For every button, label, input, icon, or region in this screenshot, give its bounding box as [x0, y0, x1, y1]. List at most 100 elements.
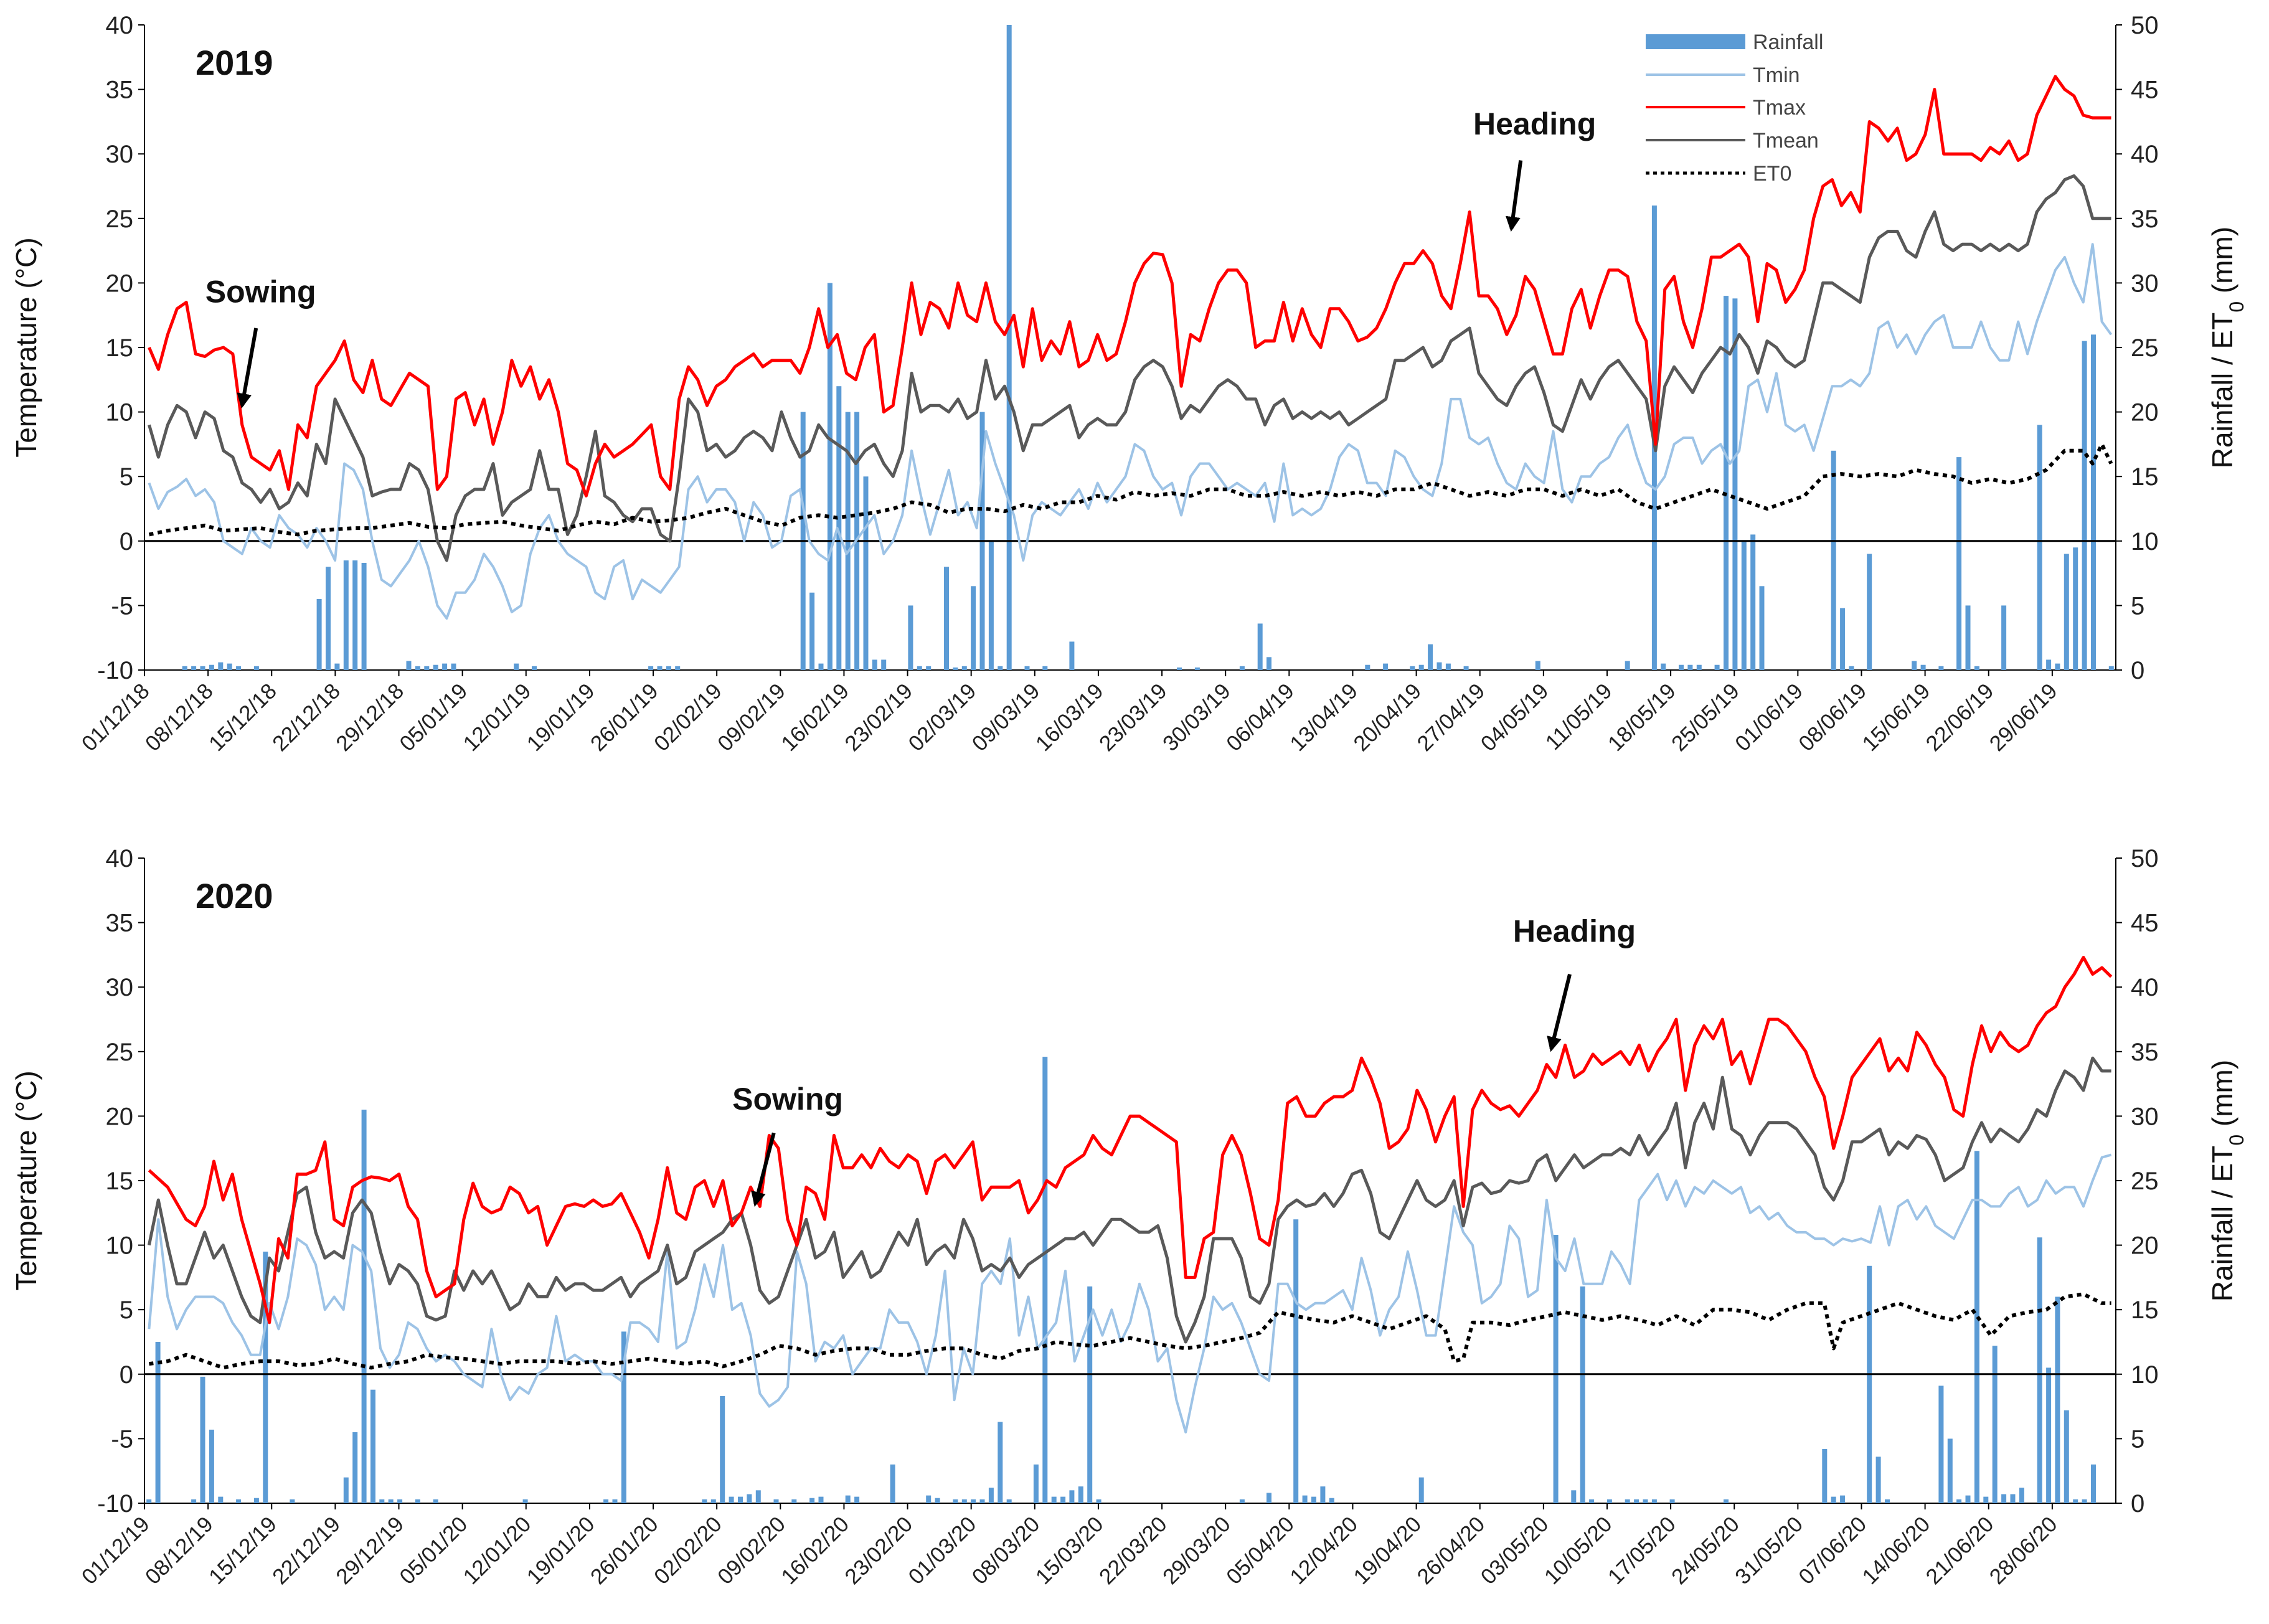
rainfall-bar	[935, 1498, 940, 1503]
rainfall-bar	[818, 1496, 824, 1503]
rainfall-bar	[1365, 664, 1370, 670]
rainfall-bar	[1302, 1495, 1308, 1503]
y-right-tick-label: 40	[2131, 141, 2159, 168]
rainfall-bar	[1732, 298, 1738, 670]
rainfall-bar	[1051, 1496, 1057, 1503]
rainfall-bar	[1956, 1499, 1962, 1503]
legend-tmax-label: Tmax	[1753, 96, 1806, 120]
rainfall-bar	[1024, 666, 1030, 670]
rainfall-bar	[988, 1488, 994, 1503]
y-right-tick-label: 0	[2131, 657, 2144, 684]
rainfall-bar	[971, 1499, 976, 1503]
rainfall-bar	[1571, 1490, 1577, 1503]
y-left-tick-label: 25	[106, 205, 134, 233]
rainfall-bar	[1938, 1386, 1944, 1503]
rainfall-bar	[809, 1498, 815, 1503]
x-tick-label: 22/12/19	[268, 1512, 345, 1589]
rainfall-bar	[1840, 1495, 1846, 1503]
x-tick-label: 07/06/20	[1794, 1512, 1871, 1589]
y-right-tick-label: 35	[2131, 1039, 2159, 1066]
x-tick-label: 09/03/19	[968, 679, 1045, 756]
rainfall-bar	[442, 663, 448, 670]
x-tick-label: 22/12/18	[268, 679, 345, 756]
rainfall-bar	[2055, 1296, 2060, 1503]
rainfall-bar	[1974, 1151, 1979, 1503]
rainfall-bar	[603, 1499, 609, 1503]
rainfall-bar	[1867, 1265, 1872, 1503]
rainfall-bar	[343, 1477, 349, 1503]
y-left-tick-label: -10	[97, 1490, 133, 1518]
rainfall-bar	[1661, 663, 1666, 670]
y-left-tick-label: 15	[106, 334, 134, 362]
x-tick-label: 11/05/19	[1541, 679, 1617, 755]
x-tick-label: 09/02/20	[713, 1512, 790, 1589]
rainfall-bar	[1920, 664, 1926, 670]
rainfall-bar	[773, 1499, 779, 1503]
rainfall-bar	[253, 666, 259, 670]
rainfall-bar	[370, 1389, 375, 1503]
rainfall-bar	[2091, 334, 2096, 670]
rainfall-bar	[1912, 661, 1917, 670]
rainfall-bar	[415, 666, 420, 670]
rainfall-bar	[397, 1499, 403, 1503]
et0-line	[148, 442, 2113, 537]
rainfall-bar	[1535, 661, 1540, 670]
rainfall-bar	[361, 1110, 367, 1503]
rainfall-bar	[1831, 1496, 1836, 1503]
rainfall-bar	[1042, 1057, 1048, 1503]
et0-line	[149, 1292, 2111, 1370]
rainfall-bar	[926, 666, 932, 670]
rainfall-bar	[908, 605, 913, 670]
rainfall-bar	[1006, 25, 1012, 670]
rainfall-bar	[1956, 457, 1962, 670]
rainfall-bar	[2073, 547, 2078, 670]
x-tick-label: 04/05/19	[1476, 679, 1554, 756]
y-right-tick-label: 15	[2131, 1296, 2159, 1324]
rainfall-bar	[1651, 1499, 1657, 1503]
rainfall-bar	[146, 1499, 152, 1503]
y-left-tick-label: 15	[106, 1168, 134, 1195]
tmin-line	[148, 1153, 2112, 1433]
x-tick-label: 14/06/20	[1857, 1512, 1935, 1589]
x-tick-label: 12/01/19	[459, 679, 536, 756]
rainfall-bar	[953, 667, 958, 670]
rainfall-bar	[352, 1432, 358, 1503]
y-left-tick-label: 30	[106, 974, 134, 1001]
x-tick-label: 05/04/20	[1222, 1512, 1299, 1589]
x-tick-label: 17/05/20	[1603, 1512, 1681, 1589]
panel-2: 4035302520151050-5-105045403530252015105…	[10, 845, 2248, 1589]
x-tick-label: 26/01/20	[586, 1512, 663, 1589]
rainfall-bar	[2055, 663, 2060, 670]
rainfall-bar	[1669, 1499, 1675, 1503]
y-right-tick-label: 5	[2131, 592, 2144, 620]
legend-tmean-label: Tmean	[1753, 129, 1819, 153]
rainfall-bar	[2091, 1464, 2096, 1503]
y-left-tick-label: 35	[106, 910, 134, 937]
rainfall-bar	[1087, 1286, 1093, 1503]
y-left-tick-label: 35	[106, 77, 134, 104]
rainfall-bar	[720, 1396, 725, 1503]
rainfall-bar	[182, 666, 187, 670]
y-left-tick-label: 5	[120, 1296, 133, 1324]
y-left-tick-label: 5	[120, 463, 133, 491]
rainfall-bar	[1875, 1456, 1881, 1503]
rainfall-bar	[791, 1499, 797, 1503]
x-tick-label: 16/03/19	[1031, 679, 1108, 756]
rainfall-bar	[1267, 657, 1271, 670]
rainfall-bar	[881, 659, 887, 670]
rainfall-bar	[200, 1376, 205, 1503]
rainfall-bar	[648, 666, 654, 670]
rainfall-bar	[209, 664, 214, 670]
rainfall-bar	[818, 663, 824, 670]
x-tick-label: 13/04/19	[1285, 679, 1362, 756]
rainfall-bar	[1553, 1235, 1559, 1503]
y-axis-left-title: Temperature (°C)	[10, 1070, 42, 1290]
x-tick-label: 29/03/20	[1158, 1512, 1235, 1589]
y-right-tick-label: 25	[2131, 1168, 2159, 1195]
rainfall-bar	[1983, 1496, 1989, 1503]
rainfall-bar	[998, 666, 1003, 670]
x-tick-label: 22/06/19	[1921, 679, 1998, 756]
rainfall-bar	[1724, 1499, 1729, 1503]
x-tick-label: 25/05/19	[1667, 679, 1744, 756]
rainfall-bar	[944, 567, 949, 670]
